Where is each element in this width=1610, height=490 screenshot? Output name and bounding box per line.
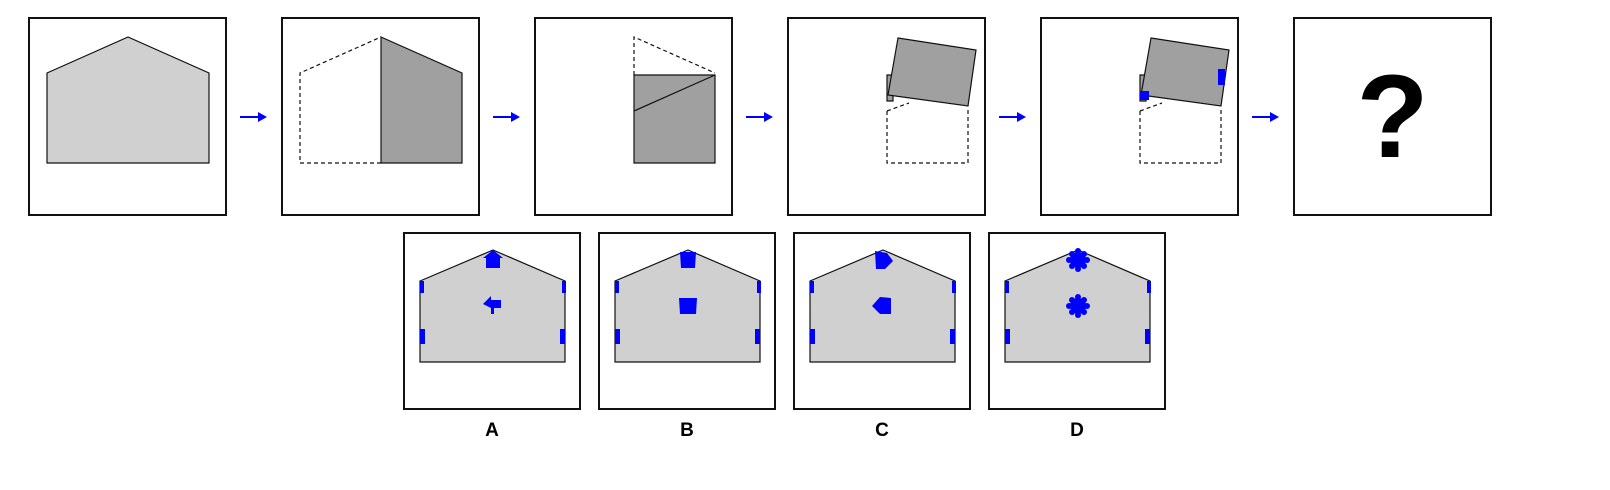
punch-hole	[952, 281, 956, 293]
arrow-shape-icon	[483, 296, 501, 314]
option-d-label[interactable]: D	[1070, 420, 1084, 441]
option-b-diagram	[614, 249, 761, 363]
punch-hole	[950, 329, 955, 344]
punch-step-diagram	[1139, 37, 1230, 164]
arrow-right-icon	[493, 112, 520, 122]
flower-shape-icon	[1066, 248, 1090, 272]
option-a-diagram	[419, 249, 566, 363]
option-c-panel[interactable]	[793, 232, 971, 410]
house-paper-shape	[46, 36, 210, 164]
step-3-panel	[534, 17, 733, 216]
punch-hole	[1145, 329, 1150, 344]
fold-step-2-diagram	[299, 36, 463, 164]
arrow-right-icon	[1252, 112, 1279, 122]
punch-hole	[562, 281, 566, 293]
punch-hole	[755, 329, 760, 344]
option-c-diagram	[809, 249, 956, 363]
arrow-right-icon	[240, 112, 267, 122]
option-b-label[interactable]: B	[680, 420, 694, 441]
fold-step-4-diagram	[886, 37, 977, 164]
flower-shape-icon	[1066, 294, 1090, 318]
punch-hole	[1005, 329, 1010, 344]
punch-hole	[560, 329, 565, 344]
punch-hole	[1218, 69, 1225, 85]
step-2-panel	[281, 17, 480, 216]
pentagon-shape-icon	[875, 251, 893, 269]
option-d-diagram	[1004, 248, 1151, 363]
option-d-panel[interactable]	[988, 232, 1166, 410]
question-mark: ?	[1356, 50, 1429, 183]
arrow-shape-icon	[483, 250, 503, 268]
step-5-panel	[1040, 17, 1239, 216]
punch-hole	[1140, 91, 1149, 100]
square-shape-icon	[680, 252, 696, 268]
arrow-right-icon	[999, 112, 1026, 122]
punch-hole	[615, 329, 620, 344]
option-a-label[interactable]: A	[485, 420, 499, 441]
step-1-panel	[28, 17, 227, 216]
option-a-panel[interactable]	[403, 232, 581, 410]
pentagon-shape-icon	[872, 297, 891, 314]
punch-hole	[810, 329, 815, 344]
step-4-panel	[787, 17, 986, 216]
arrow-right-icon	[746, 112, 773, 122]
option-b-panel[interactable]	[598, 232, 776, 410]
question-panel: ?	[1293, 17, 1492, 216]
square-shape-icon	[679, 298, 697, 314]
punch-hole	[615, 281, 619, 293]
punch-hole	[810, 281, 814, 293]
option-c-label[interactable]: C	[875, 420, 889, 441]
punch-hole	[757, 281, 761, 293]
punch-hole	[420, 329, 425, 344]
fold-step-3-diagram	[633, 36, 716, 164]
punch-hole	[1147, 281, 1151, 293]
punch-hole	[1005, 281, 1009, 293]
punch-hole	[420, 281, 424, 293]
